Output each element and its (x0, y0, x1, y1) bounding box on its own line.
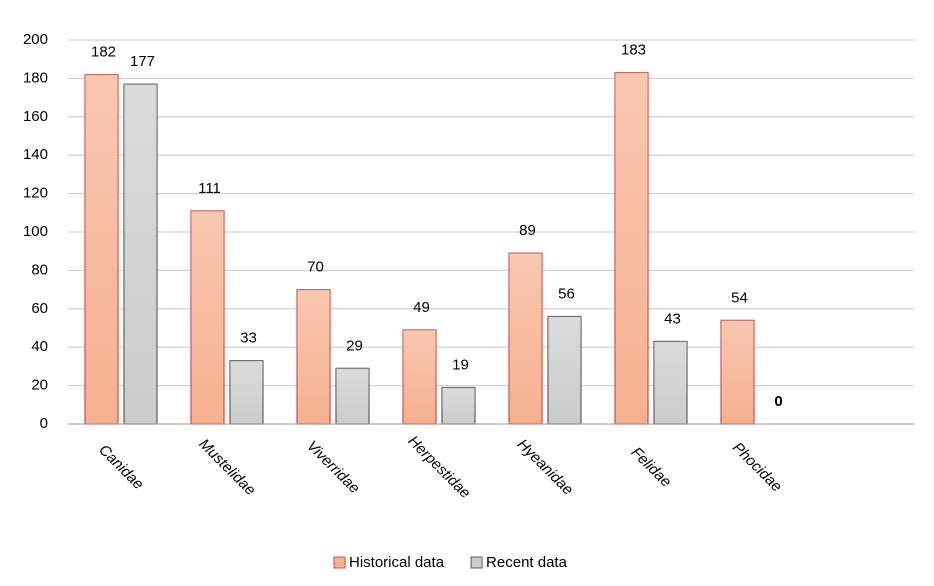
value-label: 182 (91, 44, 116, 61)
x-tick-label: Mustelidae (195, 436, 258, 499)
value-label: 70 (307, 259, 324, 276)
y-tick-label: 140 (23, 146, 48, 163)
legend-swatch (333, 556, 346, 569)
x-tick-label: Herpestidae (405, 433, 474, 502)
y-tick-label: 80 (31, 261, 48, 278)
bar-shine (124, 84, 157, 424)
bar-shine (442, 387, 475, 424)
value-label: 29 (346, 337, 363, 354)
y-tick-label: 100 (23, 223, 48, 240)
value-label: 19 (452, 356, 469, 373)
x-tick-label: Hyeanidae (514, 436, 577, 499)
bar-shine (654, 341, 687, 424)
value-label: 49 (413, 299, 430, 316)
bar-shine (297, 289, 330, 424)
y-tick-label: 120 (23, 185, 48, 202)
x-tick-label: Canidae (95, 441, 147, 493)
value-label: 177 (130, 53, 155, 70)
y-tick-label: 180 (23, 69, 48, 86)
value-label: 111 (198, 180, 221, 197)
value-label: 183 (621, 42, 646, 59)
legend-swatch (470, 556, 483, 569)
y-tick-label: 40 (31, 338, 48, 355)
value-label: 33 (240, 330, 257, 347)
value-label: 56 (558, 285, 575, 302)
x-tick-label: Phocidae (729, 439, 785, 495)
y-tick-label: 160 (23, 108, 48, 125)
value-label: 43 (664, 310, 681, 327)
bar-shine (509, 253, 542, 424)
legend-label: Recent data (486, 554, 568, 571)
bar-shine (403, 329, 436, 424)
bar-shine (615, 72, 648, 424)
value-label: 54 (731, 289, 748, 306)
value-label: 89 (519, 222, 536, 239)
bar-shine (548, 316, 581, 424)
y-tick-label: 0 (40, 415, 48, 432)
x-tick-label: Viverridae (303, 437, 363, 497)
bar-shine (191, 210, 224, 424)
value-label: 0 (774, 393, 782, 410)
y-tick-label: 200 (23, 31, 48, 48)
bar-shine (85, 74, 118, 424)
bar-shine (721, 320, 754, 424)
y-tick-label: 20 (31, 377, 48, 394)
bar-shine (230, 360, 263, 424)
x-tick-label: Felidae (628, 444, 675, 491)
legend-label: Historical data (349, 554, 445, 571)
bar-shine (336, 368, 369, 424)
y-tick-label: 60 (31, 300, 48, 317)
